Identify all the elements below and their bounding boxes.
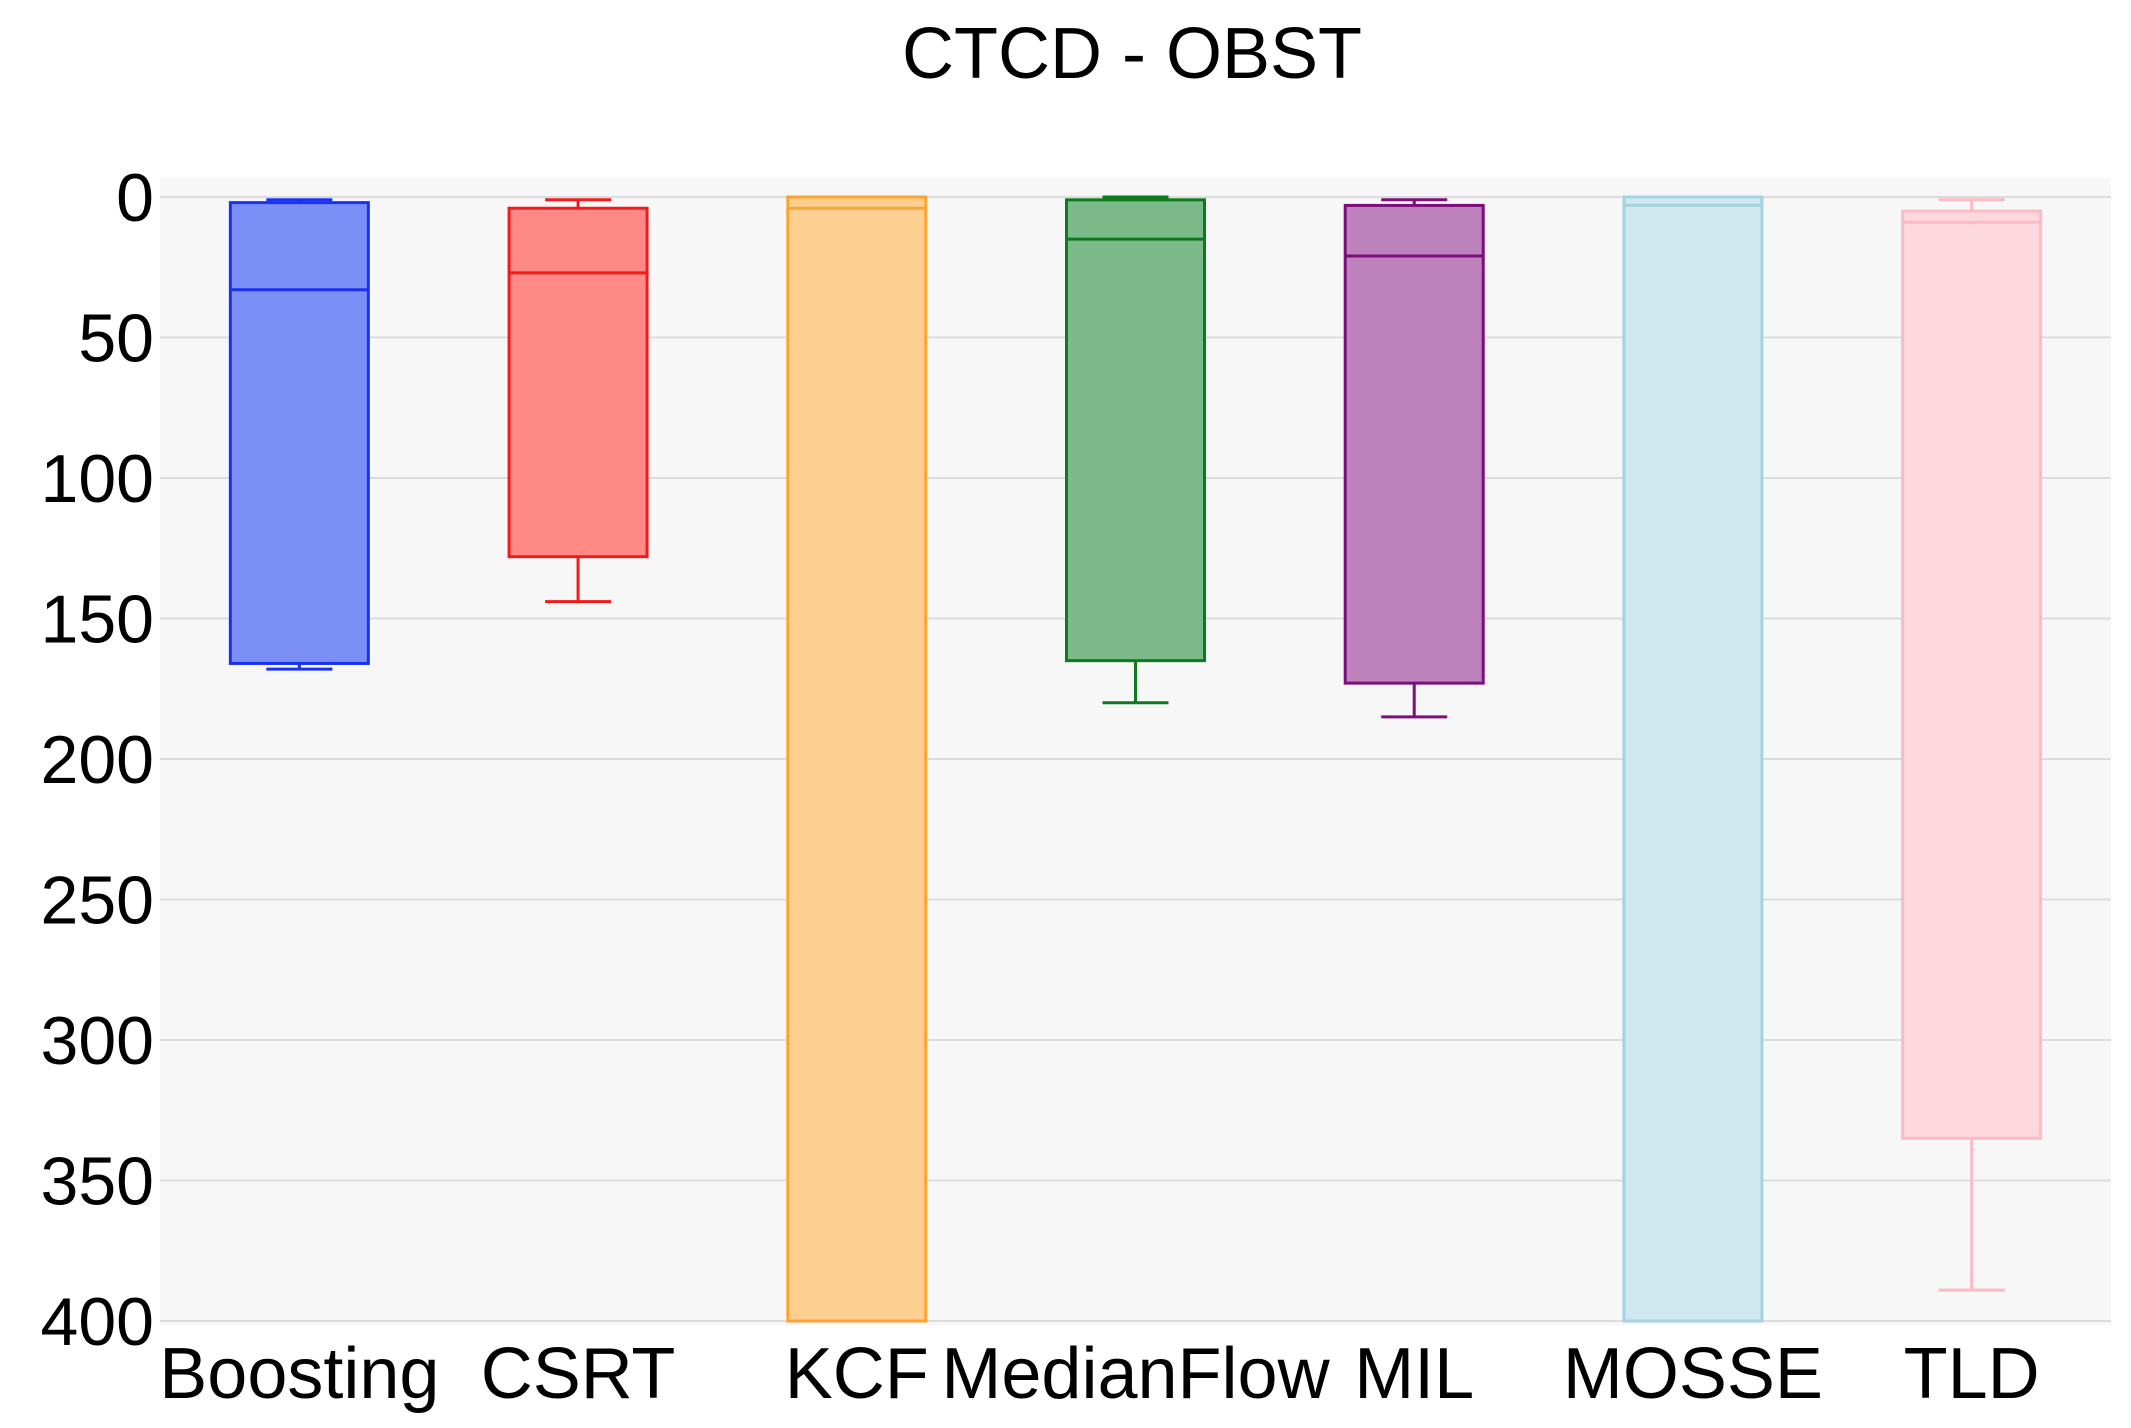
chart-title: CTCD - OBST: [902, 14, 1362, 94]
y-tick-label: 200: [41, 722, 154, 798]
box-tld: [1901, 198, 2043, 1292]
x-tick-label: MOSSE: [1563, 1334, 1823, 1414]
box-body: [1065, 198, 1206, 663]
x-tick-label: TLD: [1904, 1334, 2040, 1414]
box-body: [1343, 203, 1485, 685]
box-mil: [1343, 198, 1485, 719]
box-body: [507, 206, 649, 559]
boxes: [228, 195, 2043, 1323]
box-body: [228, 201, 370, 665]
box-kcf: [786, 195, 928, 1323]
y-tick-label: 50: [78, 301, 154, 377]
x-axis: Boosting CSRT KCF MedianFlow MIL MOSSE TLD: [159, 1334, 2039, 1414]
y-tick-label: 0: [116, 160, 154, 236]
box-medianflow: [1065, 195, 1206, 705]
x-tick-label: Boosting: [159, 1334, 439, 1414]
box-boosting: [228, 198, 370, 671]
box-mosse: [1622, 195, 1764, 1323]
y-tick-label: 400: [41, 1284, 154, 1360]
y-tick-label: 350: [41, 1144, 154, 1220]
y-tick-label: 250: [41, 863, 154, 939]
box-body: [1901, 209, 2043, 1140]
y-axis: 0 50 100 150 200 250 300 350 400: [41, 160, 154, 1360]
box-body: [1622, 195, 1764, 1323]
y-tick-label: 150: [41, 582, 154, 658]
x-tick-label: CSRT: [481, 1334, 676, 1414]
box-body: [786, 195, 928, 1323]
x-tick-label: MedianFlow: [941, 1334, 1330, 1414]
x-tick-label: MIL: [1354, 1334, 1474, 1414]
x-tick-label: KCF: [785, 1334, 929, 1414]
y-tick-label: 100: [41, 441, 154, 517]
box-csrt: [507, 198, 649, 604]
y-tick-label: 300: [41, 1003, 154, 1079]
